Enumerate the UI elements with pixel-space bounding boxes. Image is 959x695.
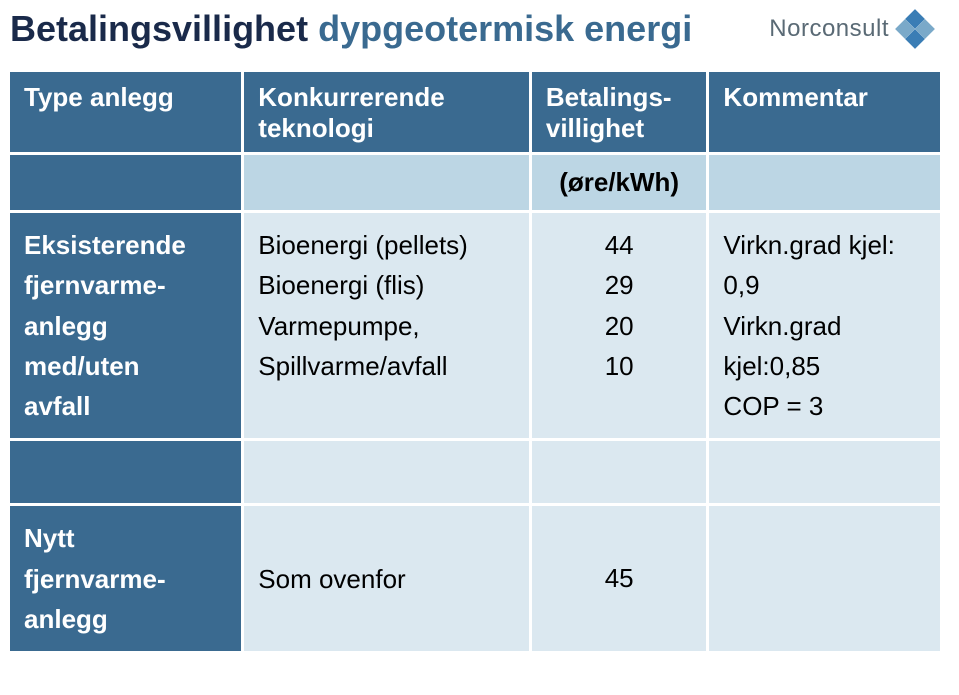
title-sub: dypgeotermisk energi	[318, 8, 692, 49]
logo: Norconsult	[769, 9, 935, 49]
sp-c1	[243, 440, 531, 505]
nt-l1: Nytt	[24, 523, 75, 553]
existing-tech: Bioenergi (pellets) Bioenergi (flis) Var…	[243, 212, 531, 440]
nt-l3: anlegg	[24, 604, 108, 634]
v-l2: 29	[605, 270, 634, 300]
unit-c1	[243, 154, 531, 212]
th-comment: Kommentar	[708, 72, 940, 154]
th-pay: Betalings- villighet	[530, 72, 708, 154]
table-header-row: Type anlegg Konkurrerende teknologi Beta…	[10, 72, 940, 154]
c-l1: Virkn.grad kjel: 0,9	[723, 230, 895, 300]
v-l4: 10	[605, 351, 634, 381]
te-l4: Spillvarme/avfall	[258, 351, 447, 381]
diamond-logo-icon	[895, 9, 935, 49]
header-row: Betalingsvillighet dypgeotermisk energi …	[0, 0, 959, 54]
new-tech: Som ovenfor	[243, 505, 531, 651]
existing-comments: Virkn.grad kjel: 0,9 Virkn.grad kjel:0,8…	[708, 212, 940, 440]
new-val: 45	[530, 505, 708, 651]
existing-values: 44 29 20 10	[530, 212, 708, 440]
t-l4: med/uten	[24, 351, 140, 381]
te-l1: Bioenergi (pellets)	[258, 230, 468, 260]
t-l5: avfall	[24, 391, 91, 421]
th-pay-l2: villighet	[546, 113, 644, 143]
t-l3: anlegg	[24, 311, 108, 341]
sp-c0	[10, 440, 243, 505]
sp-c2	[530, 440, 708, 505]
te-l3: Varmepumpe,	[258, 311, 419, 341]
spacer-row	[10, 440, 940, 505]
new-row: Nytt fjernvarme- anlegg Som ovenfor 45	[10, 505, 940, 651]
th-tech: Konkurrerende teknologi	[243, 72, 531, 154]
t-l2: fjernvarme-	[24, 270, 166, 300]
unit-cell: (øre/kWh)	[530, 154, 708, 212]
unit-row: (øre/kWh)	[10, 154, 940, 212]
logo-text: Norconsult	[769, 15, 889, 43]
new-comment	[708, 505, 940, 651]
sp-c3	[708, 440, 940, 505]
th-pay-l1: Betalings-	[546, 82, 672, 112]
c-l3: COP = 3	[723, 391, 823, 421]
te-l2: Bioenergi (flis)	[258, 270, 424, 300]
existing-type: Eksisterende fjernvarme- anlegg med/uten…	[10, 212, 243, 440]
existing-row: Eksisterende fjernvarme- anlegg med/uten…	[10, 212, 940, 440]
t-l1: Eksisterende	[24, 230, 186, 260]
unit-c3	[708, 154, 940, 212]
v-l1: 44	[605, 230, 634, 260]
th-type: Type anlegg	[10, 72, 243, 154]
v-l3: 20	[605, 311, 634, 341]
title-main: Betalingsvillighet	[10, 8, 308, 49]
page-title: Betalingsvillighet dypgeotermisk energi	[10, 8, 692, 50]
new-type: Nytt fjernvarme- anlegg	[10, 505, 243, 651]
unit-c0	[10, 154, 243, 212]
c-l2: Virkn.grad kjel:0,85	[723, 311, 841, 381]
pricing-table: Type anlegg Konkurrerende teknologi Beta…	[10, 72, 940, 651]
nt-l2: fjernvarme-	[24, 564, 166, 594]
